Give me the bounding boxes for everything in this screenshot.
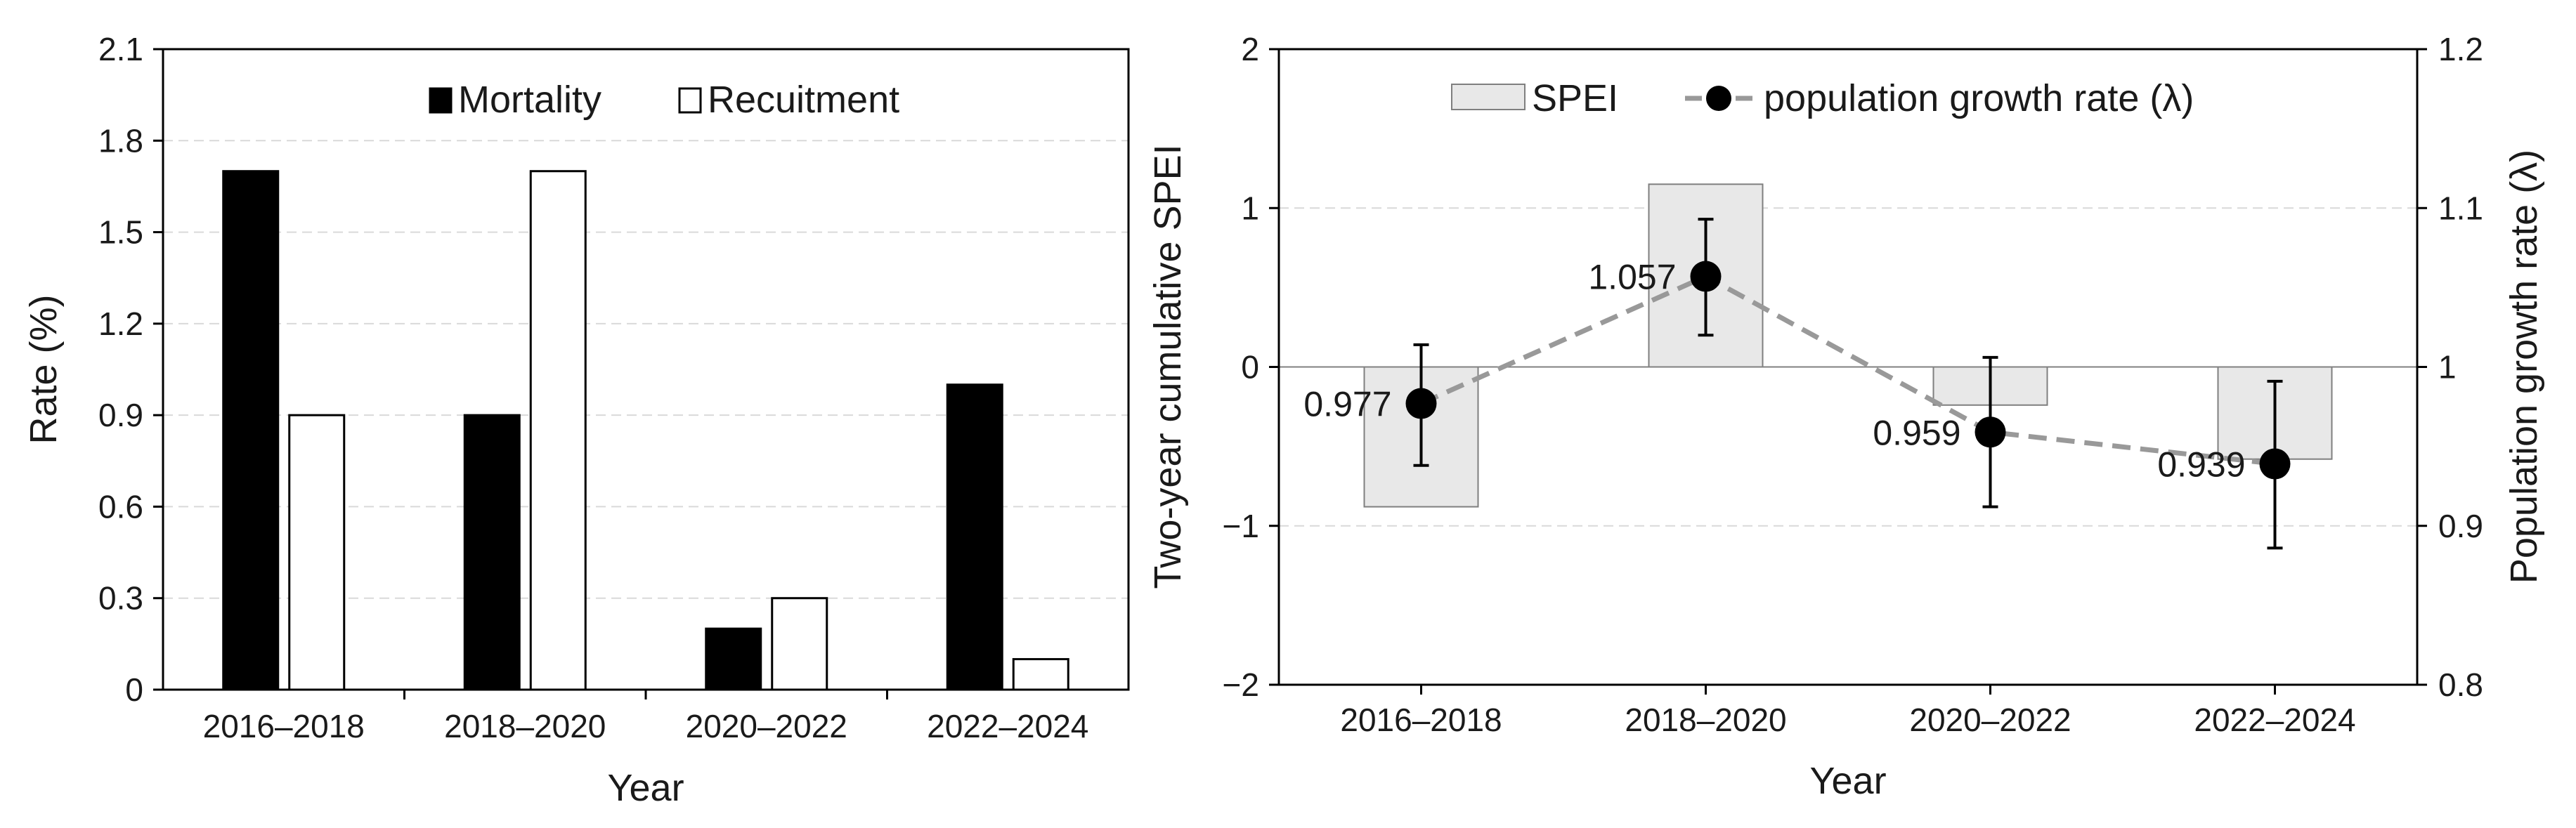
- legend-lambda-label: population growth rate (λ): [1764, 77, 2194, 119]
- right-left-y-tick-label: 1: [1241, 190, 1259, 226]
- left-x-tick-label: 2020–2022: [686, 708, 847, 744]
- legend-recruitment-swatch: [678, 87, 702, 114]
- bar-mortality-3: [705, 627, 762, 691]
- right-right-y-tick-label: 1.1: [2438, 190, 2483, 226]
- right-right-y-tick-label: 0.8: [2438, 666, 2483, 703]
- legend-spei-swatch: [1451, 84, 1526, 110]
- left-x-tick-label: 2018–2020: [444, 708, 606, 744]
- right-left-y-axis-title: Two-year cumulative SPEI: [1147, 144, 1189, 589]
- right-left-y-tick-label: 2: [1241, 31, 1259, 67]
- legend-recruitment-label: Recuitment: [708, 79, 899, 121]
- right-right-y-axis-title: Population growth rate (λ): [2503, 150, 2545, 584]
- legend-spei-label: SPEI: [1532, 77, 1618, 119]
- right-chart: 0.977 1.057 0.959 0.939 −2 −1 0 1 2 0.8 0.9 1 1.1 1…: [1147, 31, 2545, 802]
- right-right-y-tick-label: 0.9: [2438, 508, 2483, 544]
- right-x-tick-label: 2020–2022: [1909, 702, 2071, 738]
- right-left-y-tick-label: −1: [1223, 508, 1259, 544]
- lambda-data-label: 1.057: [1588, 258, 1676, 297]
- legend-lambda-marker: [1706, 86, 1731, 111]
- bar-recuitment-2: [529, 170, 587, 691]
- right-x-tick-label: 2016–2018: [1340, 702, 1502, 738]
- bar-mortality-1: [222, 170, 280, 691]
- right-x-axis-title: Year: [1809, 760, 1886, 802]
- lambda-point-3: [1975, 416, 2006, 448]
- right-left-y-tick-label: −2: [1223, 666, 1259, 703]
- lambda-data-label: 0.959: [1873, 413, 1960, 452]
- legend-mortality-swatch: [429, 87, 453, 114]
- left-y-tick-label: 1.5: [98, 214, 143, 251]
- bar-mortality-2: [463, 414, 521, 691]
- right-left-y-tick-label: 0: [1241, 349, 1259, 386]
- left-y-tick-label: 0.3: [98, 580, 143, 617]
- lambda-point-2: [1690, 261, 1722, 292]
- lambda-series-line: [1420, 273, 2275, 466]
- left-y-tick-label: 0.9: [98, 397, 143, 433]
- right-right-y-tick-label: 1.2: [2438, 31, 2483, 67]
- left-x-tick-label: 2016–2018: [203, 708, 365, 744]
- left-y-tick-label: 2.1: [98, 31, 143, 67]
- lambda-point-4: [2259, 448, 2291, 480]
- bar-recuitment-4: [1012, 658, 1069, 691]
- bar-recuitment-3: [771, 597, 828, 691]
- left-x-axis-title: Year: [607, 767, 684, 809]
- lambda-data-label: 0.977: [1303, 385, 1391, 424]
- bar-recuitment-1: [288, 414, 346, 691]
- right-right-y-tick-label: 1: [2438, 349, 2457, 386]
- lambda-point-1: [1405, 388, 1437, 419]
- left-y-tick-label: 0: [125, 671, 143, 708]
- left-legend: Mortality Recuitment: [429, 79, 899, 121]
- left-y-axis-title: Rate (%): [22, 294, 65, 444]
- lambda-data-label: 0.939: [2157, 445, 2245, 485]
- left-y-tick-label: 1.8: [98, 122, 143, 159]
- left-y-tick-label: 0.6: [98, 488, 143, 525]
- right-x-tick-label: 2018–2020: [1625, 702, 1786, 738]
- left-chart: 0 0.3 0.6 0.9 1.2 1.5 1.8 2.1 2016–2018 2018–202…: [22, 31, 1130, 809]
- right-x-tick-label: 2022–2024: [2194, 702, 2355, 738]
- right-legend: SPEI population growth rate (λ): [1451, 77, 2194, 119]
- left-y-tick-label: 1.2: [98, 305, 143, 342]
- bar-mortality-4: [946, 383, 1003, 691]
- legend-mortality-label: Mortality: [458, 79, 601, 121]
- left-x-tick-label: 2022–2024: [927, 708, 1088, 744]
